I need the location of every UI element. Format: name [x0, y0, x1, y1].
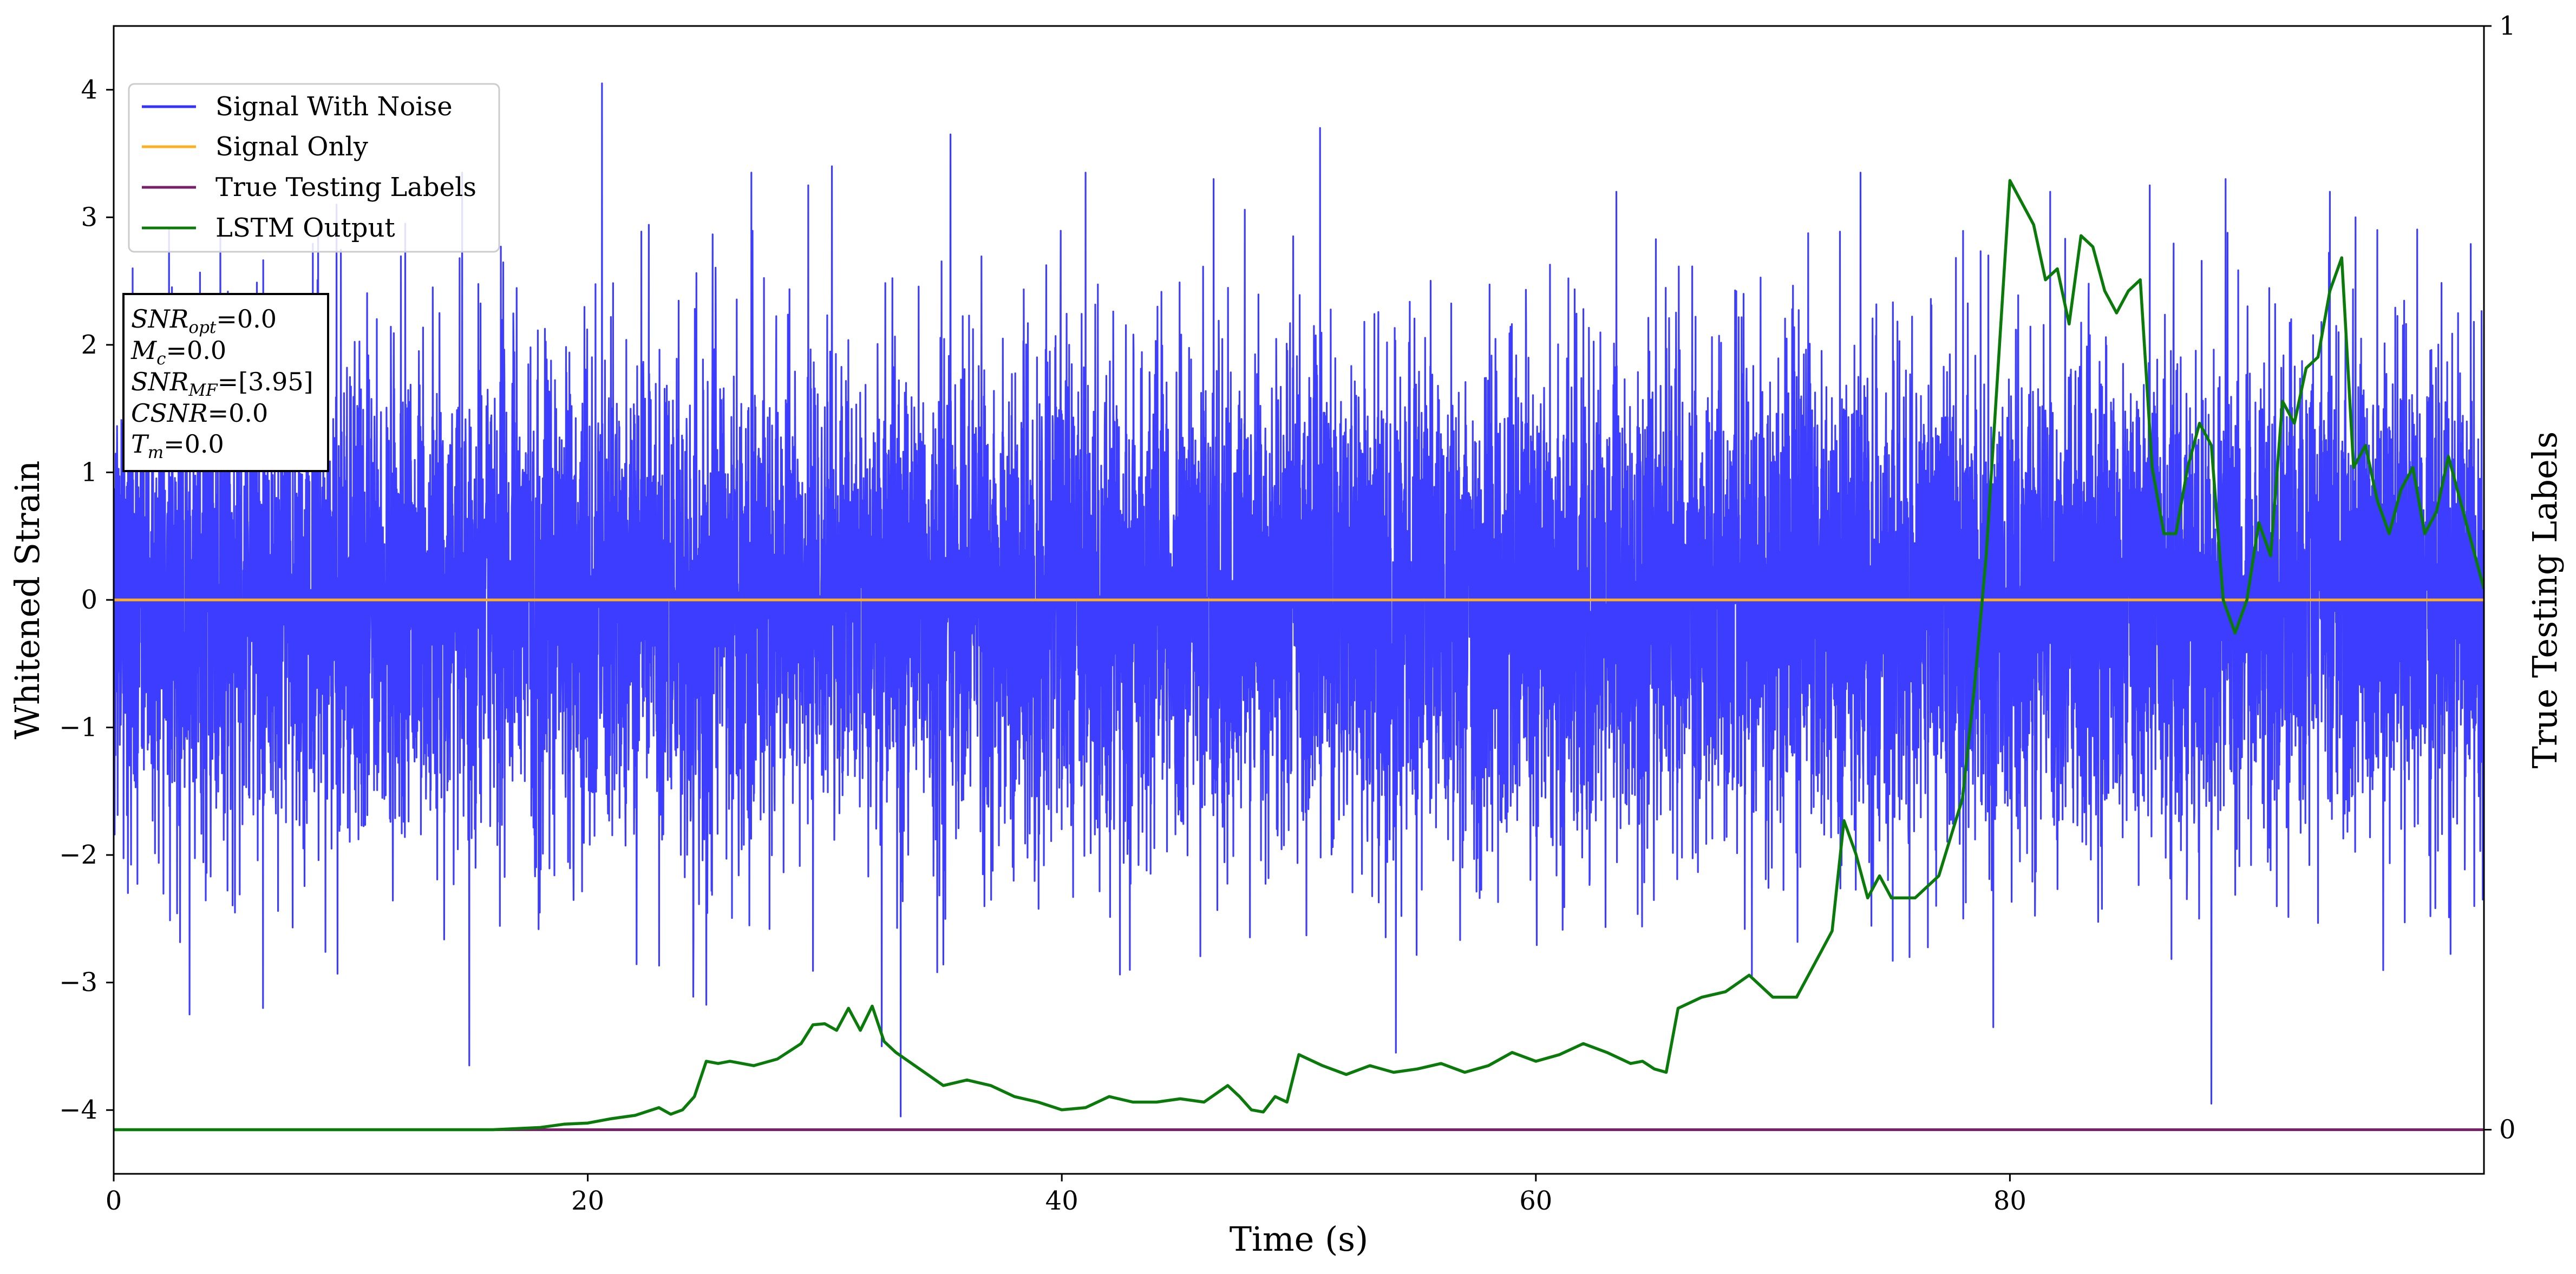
y-right-tick-label-1: 1: [2499, 11, 2516, 41]
annotation-line-snr-opt: SNRopt=0.0: [131, 304, 277, 337]
legend-label-true-testing-labels: True Testing Labels: [215, 172, 476, 202]
annotation-line-mc: Mc=0.0: [130, 336, 226, 369]
legend-box: [128, 83, 500, 253]
legend-label-signal-only: Signal Only: [215, 132, 368, 162]
annotation-frame: [122, 293, 329, 472]
x-tick-label-40: 40: [1045, 1186, 1078, 1216]
x-tick-label-0: 0: [106, 1186, 122, 1216]
y-axis-right: 01: [2484, 11, 2516, 1145]
x-axis: 0 20 40 60 80: [106, 1174, 2026, 1216]
y-tick-label--4: −4: [59, 1095, 97, 1125]
y-tick-label-2: 2: [81, 330, 97, 360]
y-right-tick-label-0: 0: [2499, 1114, 2516, 1145]
legend-label-signal-with-noise: Signal With Noise: [215, 92, 453, 122]
legend-label-lstm-output: LSTM Output: [215, 213, 395, 243]
annotation-box: SNRopt=0.0 Mc=0.0 SNRMF=[3.95] CSNR=0.0 …: [122, 293, 329, 472]
y-tick-label-1: 1: [81, 457, 97, 487]
y-tick-label-4: 4: [81, 75, 97, 105]
x-tick-label-60: 60: [1519, 1186, 1552, 1216]
legend: Signal With Noise Signal Only True Testi…: [128, 83, 500, 253]
plot-area: [114, 82, 2484, 1132]
y-axis-title: Whitened Strain: [8, 461, 47, 740]
y-tick-label--1: −1: [59, 713, 97, 743]
annotation-line-tm: Tm=0.0: [131, 429, 224, 462]
x-tick-label-20: 20: [571, 1186, 604, 1216]
y-tick-label-3: 3: [81, 202, 97, 232]
y-tick-label--3: −3: [59, 968, 97, 998]
y-tick-label--2: −2: [59, 840, 97, 870]
y-axis-left: −4 −3 −2 −1 0 1 2 3 4: [59, 75, 114, 1125]
x-axis-title: Time (s): [1230, 1219, 1369, 1259]
annotation-line-snr-mf: SNRMF=[3.95]: [131, 367, 313, 400]
y-axis-right-title: True Testing Labels: [2525, 432, 2565, 769]
annotation-line-csnr: CSNR=0.0: [131, 398, 268, 428]
series-lstm-output: [114, 179, 2484, 1132]
x-tick-label-80: 80: [1993, 1186, 2026, 1216]
y-tick-label-0: 0: [81, 585, 97, 615]
